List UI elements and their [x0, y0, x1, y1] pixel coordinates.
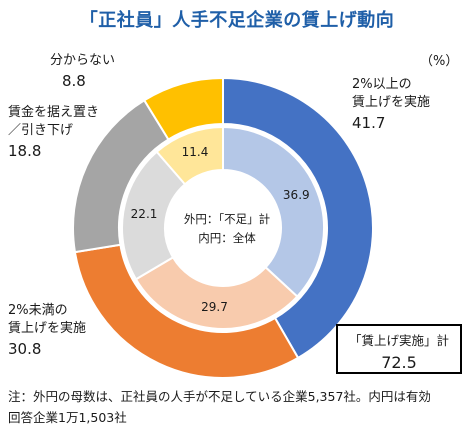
outer-label-2-line-1: ／引き下げ	[8, 123, 74, 138]
inner-value-3: 11.4	[181, 145, 209, 160]
inner-slice-3	[155, 125, 224, 186]
outer-label-2: 賃金を据え置き ／引き下げ 18.8	[8, 104, 99, 162]
outer-value-0: 41.7	[352, 114, 386, 132]
inner-slice-1	[134, 256, 299, 330]
outer-label-3: 分からない 8.8	[50, 52, 115, 92]
outer-label-1: 2%未満の 賃上げを実施 30.8	[8, 302, 86, 360]
inner-slice-0	[222, 125, 325, 298]
center-legend: 外円：「不足」計 内円：全体	[172, 210, 282, 248]
center-line-inner: 内円：全体	[198, 231, 256, 245]
outer-label-1-line-0: 2%未満の	[8, 303, 68, 318]
inner-value-2: 22.1	[130, 207, 158, 222]
summary-box: 「賃上げ実施」計 72.5	[336, 324, 462, 374]
footnote-line-1: 注：外円の母数は、正社員の人手が不足している企業5,357社。内円は有効	[8, 389, 431, 404]
outer-value-2: 18.8	[8, 142, 42, 160]
inner-value-0: 36.9	[282, 187, 310, 202]
outer-label-0: 2%以上の 賃上げを実施 41.7	[352, 76, 430, 134]
outer-label-1-line-1: 賃上げを実施	[8, 321, 87, 336]
outer-label-2-line-0: 賃金を据え置き	[8, 105, 100, 120]
summary-caption: 「賃上げ実施」計	[348, 333, 449, 348]
footnote-line-2: 回答企業1万1,503社	[8, 410, 127, 425]
outer-value-3: 8.8	[62, 72, 86, 90]
chart-title: 「正社員」人手不足企業の賃上げ動向	[79, 10, 395, 31]
center-line-outer: 外円：「不足」計	[183, 212, 271, 226]
summary-value: 72.5	[381, 353, 417, 372]
inner-ring	[121, 125, 325, 330]
footnote: 注：外円の母数は、正社員の人手が不足している企業5,357社。内円は有効 回答企…	[8, 386, 470, 428]
inner-value-1: 29.7	[201, 299, 228, 314]
outer-label-0-line-0: 2%以上の	[352, 77, 412, 92]
outer-slice-0	[222, 76, 374, 360]
unit-label: （%）	[420, 54, 459, 69]
outer-label-3-line-0: 分からない	[50, 53, 116, 68]
outer-slice-3	[142, 76, 224, 141]
outer-ring	[72, 76, 374, 379]
outer-value-1: 30.8	[8, 340, 42, 358]
outer-label-0-line-1: 賃上げを実施	[352, 95, 431, 110]
outer-slice-1	[73, 243, 300, 379]
